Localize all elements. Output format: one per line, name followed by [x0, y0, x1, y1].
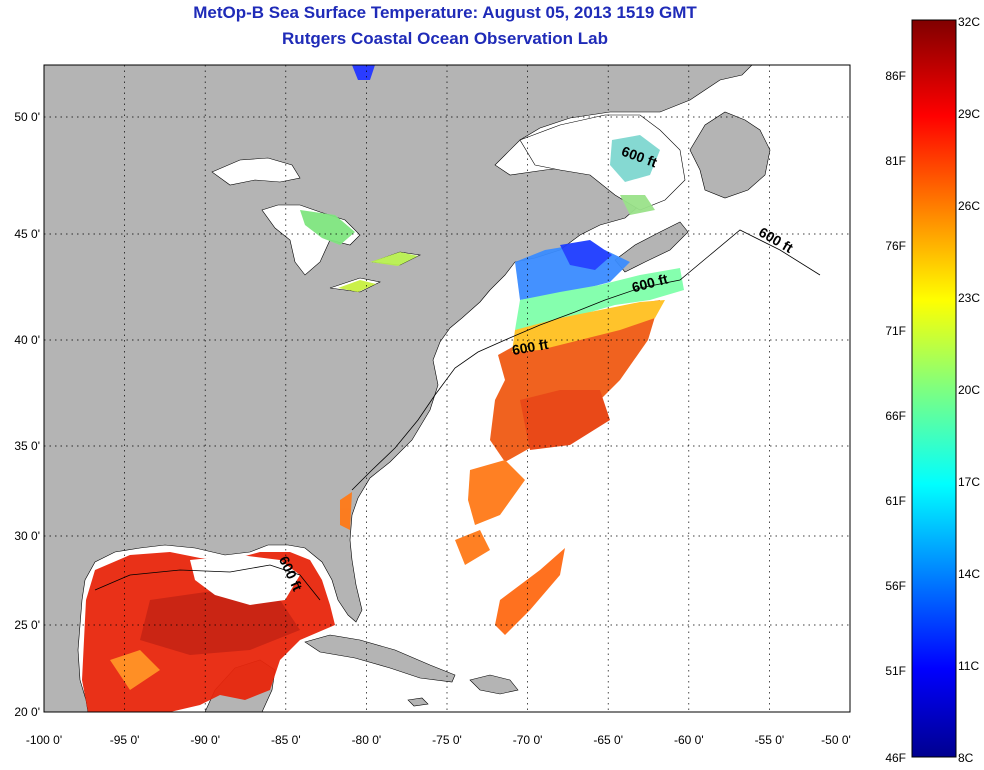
colorbar-c-label: 20C: [958, 383, 980, 397]
colorbar-c-label: 26C: [958, 199, 980, 213]
contour-label: 600 ft: [511, 336, 550, 358]
lon-tick: -60 0': [674, 733, 704, 747]
land-jamaica: [407, 697, 429, 707]
lat-tick: 50 0': [14, 110, 40, 124]
colorbar-f-label: 86F: [885, 69, 906, 83]
sst-data-layer: [82, 135, 684, 712]
lon-tick: -75 0': [432, 733, 462, 747]
lon-tick: -50 0': [821, 733, 851, 747]
land-nova-scotia: [614, 221, 689, 273]
lat-tick: 40 0': [14, 333, 40, 347]
colorbar-c-label: 32C: [958, 15, 980, 29]
lon-tick: -95 0': [110, 733, 140, 747]
land-newfoundland: [689, 111, 771, 199]
land-hispaniola: [469, 674, 519, 695]
lat-tick: 35 0': [14, 439, 40, 453]
lon-tick: -65 0': [593, 733, 623, 747]
lon-tick: -80 0': [352, 733, 382, 747]
colorbar-c-label: 14C: [958, 567, 980, 581]
lon-tick: -100 0': [26, 733, 62, 747]
hudson-bay-edge: [352, 65, 375, 80]
lat-tick: 25 0': [14, 618, 40, 632]
colorbar-c-label: 29C: [958, 107, 980, 121]
lon-tick: -55 0': [755, 733, 785, 747]
land-cuba: [304, 634, 456, 683]
600ft-contour-gulf: [94, 564, 321, 601]
lon-tick: -85 0': [271, 733, 301, 747]
colorbar-f-label: 56F: [885, 579, 906, 593]
lake-superior: [211, 157, 301, 186]
colorbar-f-label: 61F: [885, 494, 906, 508]
lat-tick: 30 0': [14, 529, 40, 543]
colorbar-f-label: 51F: [885, 664, 906, 678]
land-mass: [44, 65, 753, 712]
colorbar-f-label: 81F: [885, 154, 906, 168]
colorbar-fahrenheit-labels: 86F 81F 76F 71F 66F 61F 56F 51F 46F: [885, 69, 906, 765]
lat-tick: 45 0': [14, 227, 40, 241]
map-frame: [43, 64, 851, 713]
colorbar-c-label: 17C: [958, 475, 980, 489]
colorbar-c-label: 11C: [958, 659, 979, 673]
colorbar-celsius-labels: 32C 29C 26C 23C 20C 17C 14C 11C 8C: [958, 15, 980, 765]
lon-tick: -90 0': [190, 733, 220, 747]
map-area: [44, 65, 850, 712]
lon-tick: -70 0': [513, 733, 543, 747]
map-subtitle: Rutgers Coastal Ocean Observation Lab: [282, 29, 608, 48]
map-title: MetOp-B Sea Surface Temperature: August …: [193, 3, 697, 22]
lat-tick-labels: 20 0' 25 0' 30 0' 35 0' 40 0' 45 0' 50 0…: [14, 110, 40, 719]
lat-tick: 20 0': [14, 705, 40, 719]
colorbar-c-label: 8C: [958, 751, 974, 765]
colorbar-f-label: 66F: [885, 409, 906, 423]
colorbar-f-label: 71F: [885, 324, 906, 338]
colorbar-f-label: 76F: [885, 239, 906, 253]
grid-lines: [44, 65, 850, 712]
600ft-contour: [351, 229, 821, 491]
colorbar-f-label: 46F: [885, 751, 906, 765]
lon-tick-labels: -100 0' -95 0' -90 0' -85 0' -80 0' -75 …: [26, 733, 851, 747]
colorbar: [911, 19, 957, 758]
colorbar-c-label: 23C: [958, 291, 980, 305]
